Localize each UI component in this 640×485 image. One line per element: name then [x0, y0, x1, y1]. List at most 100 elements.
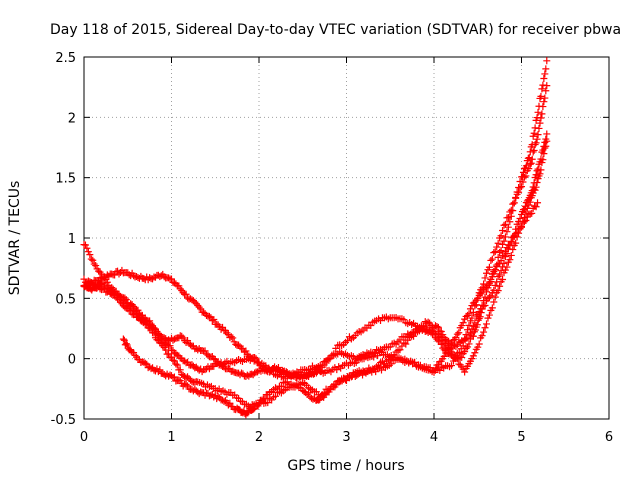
data-point — [543, 57, 551, 65]
data-point — [322, 359, 330, 367]
data-point — [529, 132, 537, 140]
data-point — [491, 266, 499, 274]
data-point — [512, 229, 520, 237]
grid-lines — [84, 57, 609, 419]
data-point — [264, 399, 272, 407]
data-point — [116, 293, 124, 301]
data-point — [227, 333, 235, 341]
x-tick-label: 0 — [80, 430, 88, 445]
data-point — [446, 344, 454, 352]
data-point — [509, 207, 517, 215]
y-tick-label: -0.5 — [51, 413, 76, 428]
data-point — [488, 270, 496, 278]
data-point — [98, 270, 105, 278]
data-point — [536, 119, 544, 127]
data-point — [195, 303, 203, 311]
data-point — [182, 381, 190, 389]
data-point — [537, 166, 545, 174]
data-point — [532, 183, 540, 191]
data-point — [478, 301, 486, 309]
data-point — [530, 146, 538, 154]
data-point — [469, 352, 477, 360]
data-point — [512, 193, 520, 201]
data-point — [87, 255, 95, 263]
y-tick-label: 0.5 — [55, 292, 76, 307]
data-point — [477, 290, 485, 298]
data-point — [497, 232, 505, 240]
data-point — [469, 322, 477, 330]
data-point — [464, 311, 472, 319]
data-point — [168, 275, 175, 283]
data-point — [543, 137, 551, 145]
chart-title: Day 118 of 2015, Sidereal Day-to-day VTE… — [50, 22, 621, 38]
data-point — [494, 239, 502, 247]
data-point — [490, 269, 498, 277]
data-point — [315, 396, 323, 404]
data-point — [534, 131, 542, 139]
data-point — [533, 114, 541, 122]
data-point — [125, 302, 133, 310]
data-point — [513, 188, 521, 196]
data-point — [534, 199, 542, 207]
data-point — [540, 150, 548, 158]
data-point — [208, 317, 216, 325]
data-point — [370, 353, 378, 361]
data-point — [542, 142, 550, 150]
data-point — [522, 216, 530, 224]
data-point — [453, 330, 461, 338]
data-point — [497, 257, 505, 265]
y-tick-label: 2 — [68, 111, 76, 126]
data-point — [528, 209, 536, 217]
data-point — [522, 162, 530, 170]
data-point — [524, 154, 532, 162]
data-point — [478, 332, 486, 340]
data-point — [396, 346, 404, 354]
data-point — [484, 281, 492, 289]
data-point — [523, 204, 531, 212]
data-point — [330, 350, 338, 358]
data-point — [485, 311, 493, 319]
data-point — [255, 400, 263, 408]
data-point — [229, 334, 237, 342]
data-point — [415, 325, 423, 333]
data-point — [497, 247, 505, 255]
data-point — [534, 108, 542, 116]
data-point — [539, 156, 547, 164]
data-point — [518, 223, 525, 231]
data-point — [536, 170, 544, 178]
data-point — [540, 98, 548, 106]
data-point — [461, 368, 469, 376]
data-point — [499, 227, 507, 235]
data-point — [491, 248, 499, 256]
data-point — [168, 353, 175, 361]
data-point — [480, 297, 488, 305]
x-tick-label: 1 — [167, 430, 175, 445]
data-point — [542, 87, 550, 95]
data-point — [127, 301, 135, 309]
data-point — [452, 334, 460, 342]
data-point — [516, 225, 524, 233]
x-tick-label: 3 — [342, 430, 350, 445]
data-point — [487, 256, 495, 264]
y-tick-label: 1 — [68, 232, 76, 247]
data-point — [274, 363, 282, 371]
data-point — [501, 248, 509, 256]
data-point — [496, 271, 504, 279]
data-point — [490, 298, 498, 306]
x-tick-label: 2 — [255, 430, 263, 445]
data-point — [506, 256, 514, 264]
data-point — [491, 293, 499, 301]
data-point — [507, 237, 515, 245]
data-point — [451, 355, 459, 363]
data-point — [170, 357, 178, 365]
data-point — [464, 343, 472, 351]
data-point — [483, 269, 490, 277]
data-point — [488, 304, 496, 312]
data-point — [512, 239, 520, 247]
data-point — [526, 148, 534, 156]
data-point — [210, 315, 218, 323]
data-point — [343, 337, 351, 345]
data-point — [459, 342, 467, 350]
data-point — [156, 366, 164, 374]
data-point — [510, 233, 518, 241]
